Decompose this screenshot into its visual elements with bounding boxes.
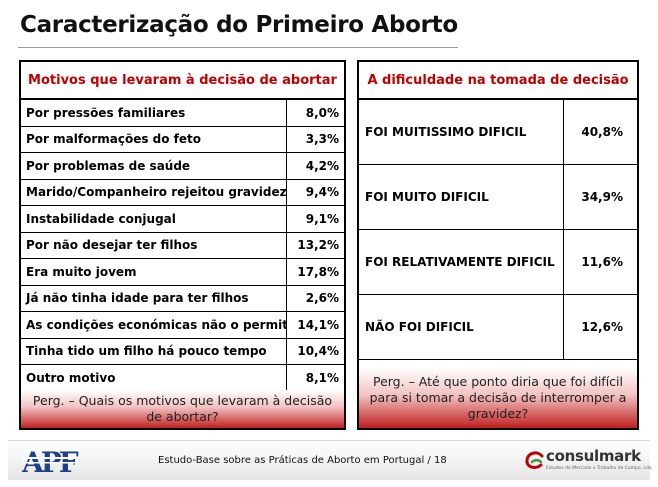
difficulty-row: FOI MUITO DIFICIL 34,9% — [359, 165, 637, 230]
consulmark-name: consulmark — [546, 447, 641, 465]
reason-row: Já não tinha idade para ter filhos 2,6% — [21, 285, 344, 312]
difficulty-label: FOI MUITISSIMO DIFICIL — [365, 125, 527, 139]
reason-value: 17,8% — [286, 259, 344, 285]
difficulty-value: 34,9% — [563, 165, 637, 229]
reason-row: Marido/Companheiro rejeitou gravidez 9,4% — [21, 179, 344, 206]
reason-value: 2,6% — [286, 285, 344, 311]
difficulty-value: 40,8% — [563, 100, 637, 164]
reason-value: 10,4% — [286, 338, 344, 364]
footer-bar: APF Estudo-Base sobre as Práticas de Abo… — [8, 440, 652, 480]
consulmark-swoosh-icon — [525, 451, 544, 469]
reason-value: 9,4% — [286, 179, 344, 205]
reason-row: Por problemas de saúde 4,2% — [21, 153, 344, 180]
reason-label: Por não desejar ter filhos — [26, 238, 198, 253]
reasons-question: Perg. – Quais os motivos que levaram à d… — [21, 390, 344, 428]
difficulty-row: FOI RELATIVAMENTE DIFICIL 11,6% — [359, 230, 637, 295]
reason-row: Por pressões familiares 8,0% — [21, 100, 344, 127]
page-title: Caracterização do Primeiro Aborto — [20, 12, 458, 38]
reason-row: Tinha tido um filho há pouco tempo 10,4% — [21, 338, 344, 365]
difficulty-row: FOI MUITISSIMO DIFICIL 40,8% — [359, 100, 637, 165]
reason-label: Por pressões familiares — [26, 105, 186, 120]
reason-row: Instabilidade conjugal 9,1% — [21, 206, 344, 233]
reason-row: Por não desejar ter filhos 13,2% — [21, 232, 344, 259]
difficulty-panel: A dificuldade na tomada de decisão FOI M… — [357, 60, 639, 430]
difficulty-label: FOI MUITO DIFICIL — [365, 190, 489, 204]
reason-label: Já não tinha idade para ter filhos — [26, 291, 249, 306]
reason-label: Marido/Companheiro rejeitou gravidez — [26, 185, 286, 200]
reason-label: Era muito jovem — [26, 264, 137, 279]
reason-label: Tinha tido um filho há pouco tempo — [26, 344, 267, 359]
difficulty-question: Perg. – Até que ponto diria que foi difí… — [359, 368, 637, 428]
consulmark-logo: consulmark Estudos de Mercado e Trabalho… — [522, 447, 652, 477]
reasons-heading: Motivos que levaram à decisão de abortar — [21, 62, 344, 100]
title-divider — [18, 47, 458, 48]
reason-value: 8,0% — [286, 100, 344, 126]
reason-label: Por problemas de saúde — [26, 158, 191, 173]
reason-value: 4,2% — [286, 153, 344, 179]
reason-label: Por malformações do feto — [26, 132, 202, 147]
reason-row: Era muito jovem 17,8% — [21, 259, 344, 286]
reason-label: Outro motivo — [26, 370, 116, 385]
difficulty-table: FOI MUITISSIMO DIFICIL 40,8% FOI MUITO DIF… — [359, 100, 637, 360]
difficulty-row: NÃO FOI DIFICIL 12,6% — [359, 295, 637, 360]
consulmark-tagline: Estudos de Mercado e Trabalho de Campo, … — [546, 466, 652, 471]
reason-value: 13,2% — [286, 232, 344, 258]
difficulty-label: NÃO FOI DIFICIL — [365, 320, 474, 334]
difficulty-value: 12,6% — [563, 295, 637, 359]
difficulty-heading: A dificuldade na tomada de decisão — [359, 62, 637, 100]
reasons-table: Por pressões familiares 8,0% Por malformaç… — [21, 100, 344, 392]
apf-logo-text: APF — [22, 446, 79, 477]
reason-label: As condições económicas não o permitia — [26, 317, 286, 332]
reason-row: Por malformações do feto 3,3% — [21, 126, 344, 153]
reason-row: Outro motivo 8,1% — [21, 365, 344, 392]
footer-caption: Estudo-Base sobre as Práticas de Aborto … — [158, 455, 447, 466]
reason-value: 9,1% — [286, 206, 344, 232]
apf-logo: APF — [22, 446, 82, 477]
reason-value: 14,1% — [286, 312, 344, 338]
difficulty-value: 11,6% — [563, 230, 637, 294]
reason-row: As condições económicas não o permitia 14… — [21, 312, 344, 339]
difficulty-label: FOI RELATIVAMENTE DIFICIL — [365, 255, 555, 269]
reason-value: 8,1% — [286, 365, 344, 391]
reason-value: 3,3% — [286, 126, 344, 152]
reasons-panel: Motivos que levaram à decisão de abortar… — [19, 60, 346, 430]
reason-label: Instabilidade conjugal — [26, 211, 176, 226]
